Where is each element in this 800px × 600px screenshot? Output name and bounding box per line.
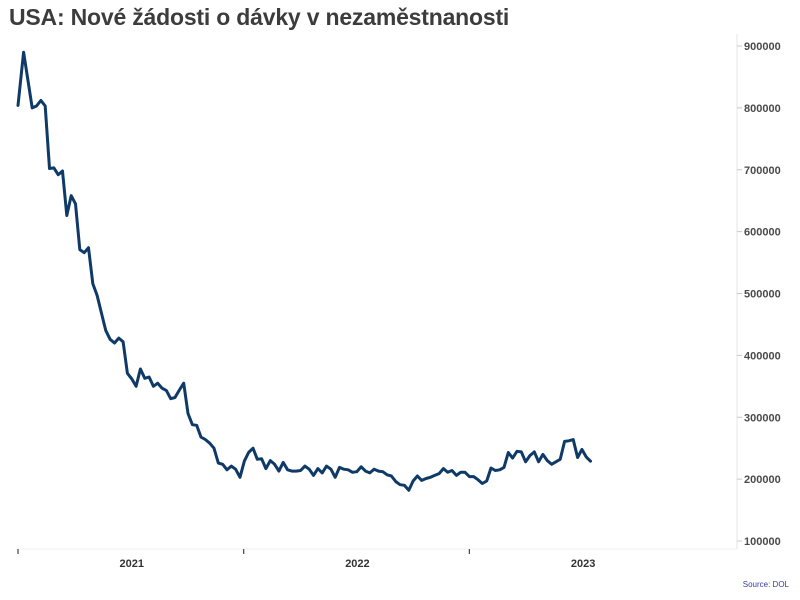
y-tick-label: 500000 bbox=[744, 289, 781, 301]
y-tick-label: 600000 bbox=[744, 227, 781, 239]
y-tick-label: 800000 bbox=[744, 103, 781, 115]
x-tick-label: 2021 bbox=[120, 558, 144, 570]
y-tick-label: 200000 bbox=[744, 474, 781, 486]
chart-title: USA: Nové žádosti o dávky v nezaměstnano… bbox=[9, 4, 510, 30]
x-tick-label: 2022 bbox=[345, 558, 369, 570]
y-axis: 100000 200000 300000 400000 500000 600000 7000… bbox=[736, 34, 781, 549]
series-line-initial-claims bbox=[16, 50, 592, 492]
x-tick-label: 2023 bbox=[571, 558, 595, 570]
source-label: Source: DOL bbox=[743, 580, 790, 589]
y-tick-label: 400000 bbox=[744, 350, 781, 362]
y-tick-label: 900000 bbox=[744, 41, 781, 53]
x-axis: 2021 2022 2023 bbox=[17, 548, 737, 570]
y-tick-label: 700000 bbox=[744, 165, 781, 177]
y-tick-label: 300000 bbox=[744, 412, 781, 424]
y-tick-label: 100000 bbox=[744, 536, 781, 548]
